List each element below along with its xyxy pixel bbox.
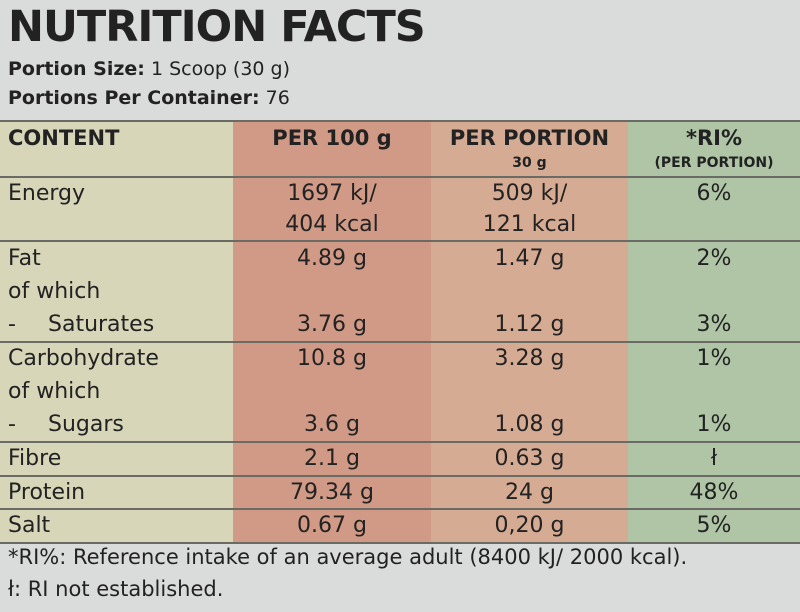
row-sugars-per100: 3.6 g (304, 412, 360, 437)
row-fibre-ri: ł (710, 446, 718, 471)
page-title: NUTRITION FACTS (8, 2, 426, 52)
row-sugars-ri: 1% (696, 412, 732, 437)
header-perportion: PER PORTION (449, 126, 610, 150)
ri-column (628, 120, 800, 544)
portion-size-label: Portion Size: (8, 58, 145, 80)
row-protein-label: Protein (8, 480, 86, 505)
perportion-column (431, 120, 628, 544)
row-energy-perportion-kj: 509 kJ/ (491, 181, 568, 206)
row-salt-perportion: 0,20 g (494, 513, 565, 538)
divider (0, 441, 800, 443)
row-saturates-ri: 3% (696, 312, 732, 337)
row-fibre-perportion: 0.63 g (494, 446, 565, 471)
divider (0, 341, 800, 343)
row-fibre-label: Fibre (8, 446, 62, 471)
row-protein-ri: 48% (689, 480, 739, 505)
divider (0, 120, 800, 122)
row-saturates-label: Saturates (48, 312, 155, 337)
divider (0, 176, 800, 178)
nutrition-table: CONTENT PER 100 g PER PORTION 30 g *RI% … (0, 120, 800, 544)
row-carbohydrate-ri: 1% (696, 346, 732, 371)
row-salt-label: Salt (8, 513, 51, 538)
row-energy-label: Energy (8, 181, 86, 206)
row-sugars-label: Sugars (48, 412, 124, 437)
row-fat-per100: 4.89 g (297, 246, 367, 271)
fat-of-which: of which (8, 279, 101, 304)
portions-per-container-label: Portions Per Container: (8, 87, 260, 109)
row-salt-ri: 5% (696, 513, 732, 538)
portion-size-value: 1 Scoop (30 g) (150, 58, 291, 80)
portions-per-container-value: 76 (265, 87, 290, 109)
row-energy-per100-kj: 1697 kJ/ (287, 181, 377, 206)
divider (0, 240, 800, 242)
row-sugars-perportion: 1.08 g (494, 412, 565, 437)
row-energy-per100-kcal: 404 kcal (285, 212, 379, 237)
footnote-ri: *RI%: Reference intake of an average adu… (8, 545, 688, 569)
row-protein-perportion: 24 g (505, 480, 554, 505)
row-protein-per100: 79.34 g (290, 480, 374, 505)
sugars-dash: - (8, 412, 16, 437)
row-saturates-perportion: 1.12 g (494, 312, 565, 337)
portions-per-container: Portions Per Container: 76 (8, 87, 290, 109)
content-column (0, 120, 233, 544)
divider (0, 475, 800, 477)
row-salt-per100: 0.67 g (297, 513, 367, 538)
header-ri: *RI% (685, 126, 742, 150)
row-fat-ri: 2% (696, 246, 732, 271)
carb-of-which: of which (8, 379, 101, 404)
row-carbohydrate-perportion: 3.28 g (494, 346, 565, 371)
footnote-not-established: ł: RI not established. (8, 577, 224, 601)
divider (0, 542, 800, 544)
header-perportion-sub: 30 g (512, 155, 547, 171)
row-fat-label: Fat (8, 246, 41, 271)
divider (0, 508, 800, 510)
per100-column (233, 120, 431, 544)
row-carbohydrate-label: Carbohydrate (8, 346, 159, 371)
header-per100: PER 100 g (272, 126, 392, 150)
row-energy-perportion-kcal: 121 kcal (482, 212, 577, 237)
row-energy-ri: 6% (696, 181, 732, 206)
row-fat-perportion: 1.47 g (494, 246, 565, 271)
header-content: CONTENT (8, 126, 120, 150)
row-saturates-per100: 3.76 g (297, 312, 367, 337)
header-ri-sub: (PER PORTION) (654, 155, 774, 171)
saturates-dash: - (8, 312, 16, 337)
row-fibre-per100: 2.1 g (304, 446, 360, 471)
row-carbohydrate-per100: 10.8 g (297, 346, 367, 371)
portion-size: Portion Size: 1 Scoop (30 g) (8, 58, 290, 80)
